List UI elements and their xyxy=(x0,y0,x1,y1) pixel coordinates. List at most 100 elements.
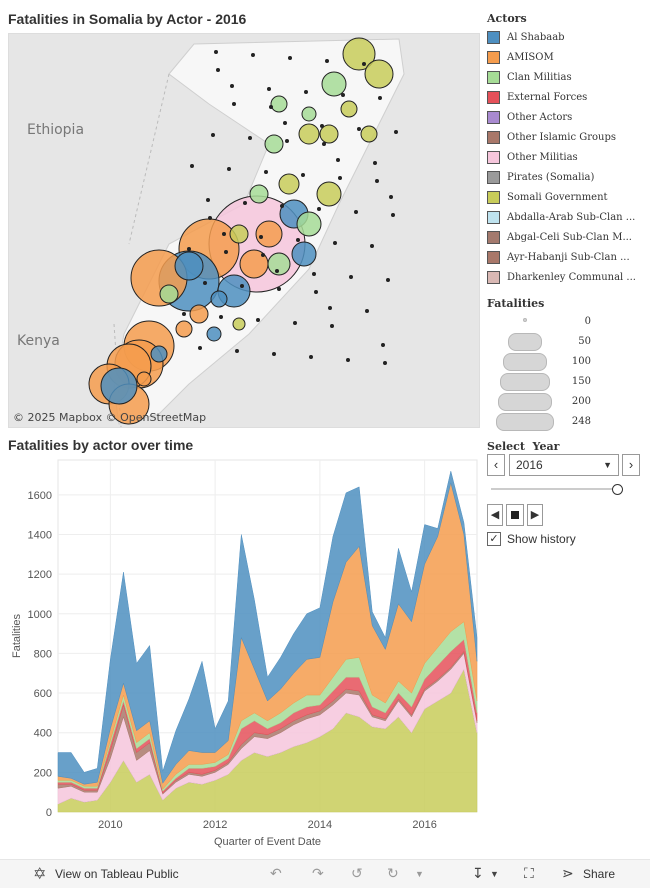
map-dot[interactable] xyxy=(304,90,308,94)
map-dot[interactable] xyxy=(391,213,395,217)
map-bubble[interactable] xyxy=(316,181,342,207)
map-dot[interactable] xyxy=(232,102,236,106)
map-bubble[interactable] xyxy=(319,124,339,144)
stop-button[interactable] xyxy=(506,504,524,526)
map-bubble[interactable] xyxy=(136,371,152,387)
map-dot[interactable] xyxy=(328,306,332,310)
map-dot[interactable] xyxy=(272,352,276,356)
map-dot[interactable] xyxy=(375,179,379,183)
map-bubble[interactable] xyxy=(264,134,284,154)
map-dot[interactable] xyxy=(216,68,220,72)
map-dot[interactable] xyxy=(198,346,202,350)
area-chart[interactable]: 0 200 400 600 800 1000 1200 1400 1600 2010 2012 201… xyxy=(0,455,480,855)
map-dot[interactable] xyxy=(338,176,342,180)
play-button[interactable]: ▶ xyxy=(527,504,543,526)
year-slider-track[interactable] xyxy=(491,488,619,490)
pause-icon[interactable]: ▼ xyxy=(415,869,424,879)
map-dot[interactable] xyxy=(322,142,326,146)
map-bubble[interactable] xyxy=(298,123,320,145)
map-dot[interactable] xyxy=(261,253,265,257)
map-dot[interactable] xyxy=(357,127,361,131)
map-bubble[interactable] xyxy=(150,345,168,363)
map-dot[interactable] xyxy=(280,204,284,208)
map-dot[interactable] xyxy=(235,349,239,353)
download-icon[interactable]: ↧ xyxy=(472,865,484,881)
map-dot[interactable] xyxy=(389,195,393,199)
map-bubble[interactable] xyxy=(278,173,300,195)
legend-item[interactable]: Clan Militias xyxy=(487,67,647,87)
map-bubble[interactable] xyxy=(301,106,317,122)
map-dot[interactable] xyxy=(206,198,210,202)
map-dot[interactable] xyxy=(312,272,316,276)
map-dot[interactable] xyxy=(211,133,215,137)
map-dot[interactable] xyxy=(203,281,207,285)
map-dot[interactable] xyxy=(288,56,292,60)
refresh-icon[interactable]: ↻ xyxy=(387,865,399,881)
map-dot[interactable] xyxy=(187,247,191,251)
map-dot[interactable] xyxy=(296,238,300,242)
map-dot[interactable] xyxy=(370,244,374,248)
map-dot[interactable] xyxy=(378,96,382,100)
map-dot[interactable] xyxy=(190,164,194,168)
map-dot[interactable] xyxy=(248,136,252,140)
undo-icon[interactable]: ↶ xyxy=(270,865,282,881)
map-bubble[interactable] xyxy=(175,320,193,338)
map-bubble[interactable] xyxy=(189,304,209,324)
map-dot[interactable] xyxy=(285,139,289,143)
map-dot[interactable] xyxy=(256,318,260,322)
map-bubble[interactable] xyxy=(159,284,179,304)
map-dot[interactable] xyxy=(362,62,366,66)
map-dot[interactable] xyxy=(354,210,358,214)
map-bubble[interactable] xyxy=(255,220,283,248)
map-dot[interactable] xyxy=(373,161,377,165)
download-chevron-icon[interactable]: ▼ xyxy=(490,869,499,879)
map-dot[interactable] xyxy=(383,361,387,365)
map-dot[interactable] xyxy=(219,315,223,319)
map-dot[interactable] xyxy=(330,324,334,328)
map-bubble[interactable] xyxy=(321,71,347,97)
map-dot[interactable] xyxy=(214,50,218,54)
map-dot[interactable] xyxy=(333,241,337,245)
map-dot[interactable] xyxy=(317,207,321,211)
legend-item[interactable]: Other Islamic Groups xyxy=(487,127,647,147)
map-bubble[interactable] xyxy=(296,211,322,237)
map-dot[interactable] xyxy=(227,167,231,171)
legend-item[interactable]: External Forces xyxy=(487,87,647,107)
share-icon[interactable]: ⋗ xyxy=(562,865,574,881)
map-dot[interactable] xyxy=(394,130,398,134)
map-dot[interactable] xyxy=(301,173,305,177)
area-series-al-shabaab[interactable] xyxy=(57,470,478,785)
map-dot[interactable] xyxy=(341,93,345,97)
map-dot[interactable] xyxy=(208,216,212,220)
next-year-button[interactable]: › xyxy=(622,454,640,476)
map-dot[interactable] xyxy=(240,284,244,288)
revert-icon[interactable]: ↺ xyxy=(351,865,363,881)
map-dot[interactable] xyxy=(309,355,313,359)
map-dot[interactable] xyxy=(381,343,385,347)
map-bubble[interactable] xyxy=(100,367,138,405)
map-dot[interactable] xyxy=(386,278,390,282)
map-bubble[interactable] xyxy=(232,317,246,331)
share-button[interactable]: Share xyxy=(583,867,616,881)
map-bubble[interactable] xyxy=(249,184,269,204)
map-bubble[interactable] xyxy=(174,251,204,281)
map-bubble[interactable] xyxy=(342,37,376,71)
map-canvas[interactable] xyxy=(9,34,479,427)
year-slider-handle[interactable] xyxy=(612,484,623,495)
year-dropdown[interactable]: 2016 ▼ xyxy=(509,454,619,476)
map-dot[interactable] xyxy=(283,121,287,125)
legend-item[interactable]: AMISOM xyxy=(487,47,647,67)
map-dot[interactable] xyxy=(259,235,263,239)
legend-item[interactable]: Other Militias xyxy=(487,147,647,167)
map-dot[interactable] xyxy=(325,59,329,63)
legend-item[interactable]: Dharkenley Communal ... xyxy=(487,267,647,287)
map-bubble[interactable] xyxy=(206,326,222,342)
map-dot[interactable] xyxy=(267,87,271,91)
legend-item[interactable]: Pirates (Somalia) xyxy=(487,167,647,187)
legend-item[interactable]: Abgal-Celi Sub-Clan M... xyxy=(487,227,647,247)
map-dot[interactable] xyxy=(314,290,318,294)
prev-year-button[interactable]: ‹ xyxy=(487,454,505,476)
map-dot[interactable] xyxy=(365,309,369,313)
map-dot[interactable] xyxy=(349,275,353,279)
map-dot[interactable] xyxy=(336,158,340,162)
